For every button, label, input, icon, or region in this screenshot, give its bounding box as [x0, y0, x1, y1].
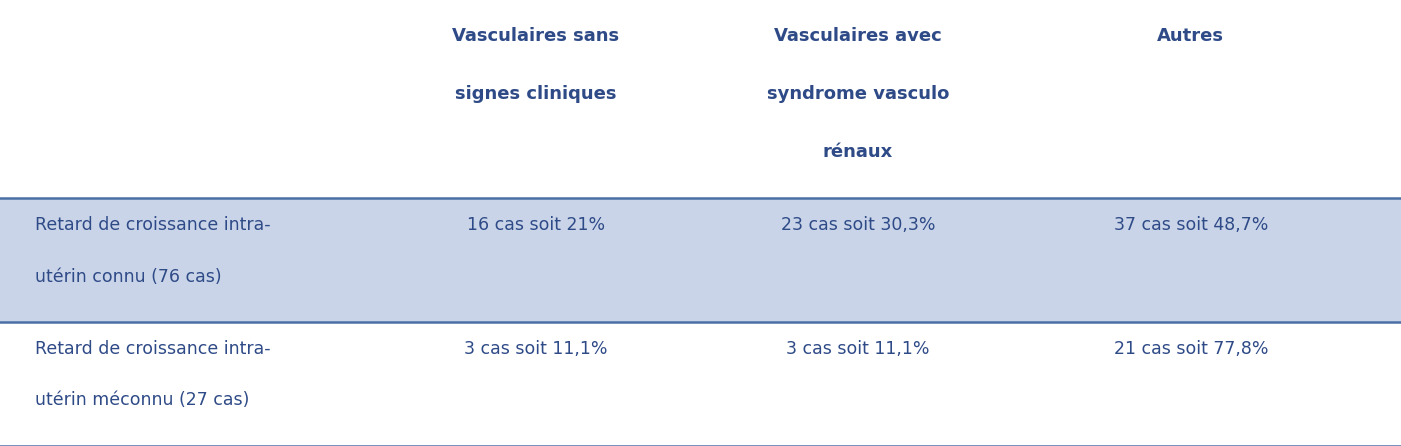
Bar	[0, 322, 1401, 446]
Text: rénaux: rénaux	[822, 143, 894, 161]
Text: Autres: Autres	[1157, 27, 1224, 45]
Text: 37 cas soit 48,7%: 37 cas soit 48,7%	[1114, 216, 1268, 234]
Text: syndrome vasculo: syndrome vasculo	[766, 85, 950, 103]
Text: signes cliniques: signes cliniques	[455, 85, 616, 103]
Text: utérin méconnu (27 cas): utérin méconnu (27 cas)	[35, 392, 249, 409]
Text: 3 cas soit 11,1%: 3 cas soit 11,1%	[464, 340, 608, 358]
Text: Vasculaires sans: Vasculaires sans	[453, 27, 619, 45]
Text: 3 cas soit 11,1%: 3 cas soit 11,1%	[786, 340, 930, 358]
Text: utérin connu (76 cas): utérin connu (76 cas)	[35, 268, 221, 285]
Text: 23 cas soit 30,3%: 23 cas soit 30,3%	[780, 216, 936, 234]
Text: Retard de croissance intra-: Retard de croissance intra-	[35, 340, 270, 358]
Text: 21 cas soit 77,8%: 21 cas soit 77,8%	[1114, 340, 1268, 358]
Text: 16 cas soit 21%: 16 cas soit 21%	[467, 216, 605, 234]
Text: Vasculaires avec: Vasculaires avec	[775, 27, 941, 45]
Bar	[0, 198, 1401, 322]
Text: Retard de croissance intra-: Retard de croissance intra-	[35, 216, 270, 234]
Bar	[0, 0, 1401, 198]
